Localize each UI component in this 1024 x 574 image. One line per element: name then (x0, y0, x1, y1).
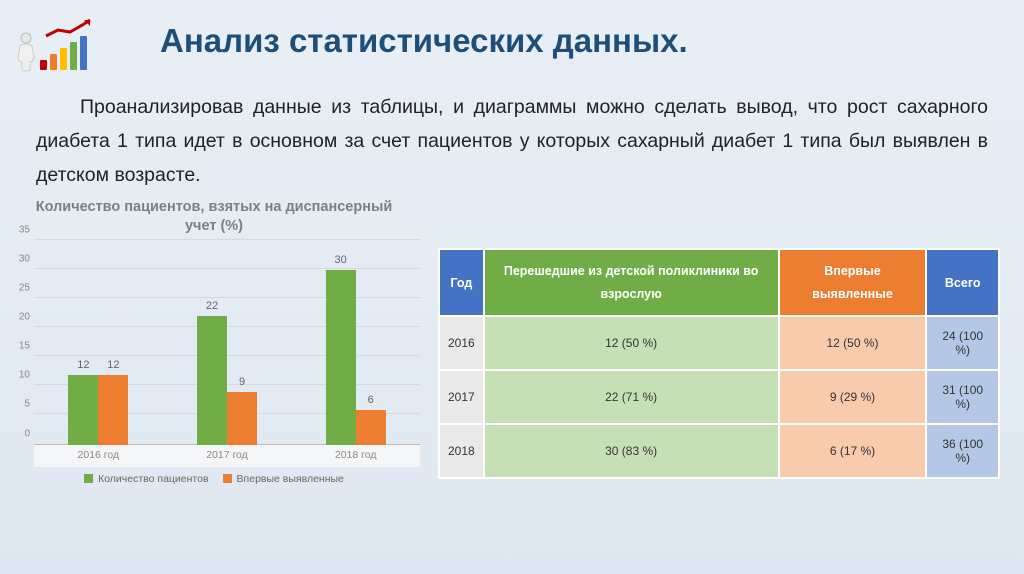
bar-value-label: 22 (197, 300, 227, 312)
data-table: ГодПерешедшие из детской поликлиники во … (438, 248, 1000, 479)
table-row: 201612 (50 %)12 (50 %)24 (100 %) (439, 316, 999, 370)
y-tick: 30 (19, 253, 30, 264)
y-tick: 35 (19, 224, 30, 235)
bar: 12 (68, 375, 98, 445)
y-tick: 10 (19, 370, 30, 381)
bar-chart: Количество пациентов, взятых на диспансе… (8, 198, 420, 484)
table-cell: 24 (100 %) (926, 316, 999, 370)
arrow-icon (44, 18, 98, 38)
legend-label: Количество пациентов (98, 473, 208, 485)
table-cell: 22 (71 %) (484, 370, 779, 424)
logo-bars (40, 36, 87, 70)
table-cell: 36 (100 %) (926, 424, 999, 478)
table-cell: 2018 (439, 424, 484, 478)
page-title: Анализ статистических данных. (160, 22, 1004, 60)
paragraph-text: Проанализировав данные из таблицы, и диа… (36, 96, 988, 186)
table: ГодПерешедшие из детской поликлиники во … (438, 248, 1000, 479)
header: Анализ статистических данных. (0, 0, 1024, 80)
table-header: Впервые выявленные (779, 249, 927, 316)
chart-area: 05101520253035 1212229306 2016 год2017 г… (8, 241, 420, 467)
chart-title: Количество пациентов, взятых на диспансе… (8, 198, 420, 234)
table-row: 201722 (71 %)9 (29 %)31 (100 %) (439, 370, 999, 424)
y-tick: 20 (19, 312, 30, 323)
table-cell: 31 (100 %) (926, 370, 999, 424)
y-tick: 0 (24, 428, 30, 439)
legend-item: Впервые выявленные (223, 473, 344, 485)
bar: 22 (197, 316, 227, 444)
bar-group: 229 (163, 241, 292, 445)
table-header: Всего (926, 249, 999, 316)
table-row: 201830 (83 %)6 (17 %)36 (100 %) (439, 424, 999, 478)
bar: 9 (227, 392, 257, 444)
bar-group: 306 (291, 241, 420, 445)
y-tick: 25 (19, 282, 30, 293)
table-cell: 2017 (439, 370, 484, 424)
bar-value-label: 9 (227, 376, 257, 388)
table-cell: 30 (83 %) (484, 424, 779, 478)
table-cell: 12 (50 %) (484, 316, 779, 370)
bar: 12 (98, 375, 128, 445)
person-icon (16, 32, 42, 72)
x-label: 2016 год (34, 445, 163, 467)
table-cell: 2016 (439, 316, 484, 370)
bar-group: 1212 (34, 241, 163, 445)
y-axis: 05101520253035 (8, 241, 32, 445)
x-label: 2017 год (163, 445, 292, 467)
bar-value-label: 30 (326, 254, 356, 266)
legend-swatch (223, 474, 232, 483)
bar-value-label: 12 (98, 359, 128, 371)
x-axis: 2016 год2017 год2018 год (34, 445, 420, 467)
bar: 30 (326, 270, 356, 445)
bars-row: 1212229306 (34, 241, 420, 445)
legend-label: Впервые выявленные (237, 473, 344, 485)
table-body: 201612 (50 %)12 (50 %)24 (100 %)201722 (… (439, 316, 999, 478)
legend-item: Количество пациентов (84, 473, 208, 485)
table-header: Год (439, 249, 484, 316)
table-cell: 12 (50 %) (779, 316, 927, 370)
legend-swatch (84, 474, 93, 483)
logo-icon (10, 10, 100, 80)
table-cell: 9 (29 %) (779, 370, 927, 424)
table-cell: 6 (17 %) (779, 424, 927, 478)
content-row: Количество пациентов, взятых на диспансе… (0, 198, 1024, 484)
chart-legend: Количество пациентов Впервые выявленные (8, 473, 420, 485)
x-label: 2018 год (291, 445, 420, 467)
bar-value-label: 6 (356, 394, 386, 406)
bar-value-label: 12 (68, 359, 98, 371)
bar: 6 (356, 410, 386, 445)
table-header: Перешедшие из детской поликлиники во взр… (484, 249, 779, 316)
y-tick: 5 (24, 399, 30, 410)
y-tick: 15 (19, 341, 30, 352)
table-header-row: ГодПерешедшие из детской поликлиники во … (439, 249, 999, 316)
intro-paragraph: Проанализировав данные из таблицы, и диа… (0, 80, 1024, 192)
